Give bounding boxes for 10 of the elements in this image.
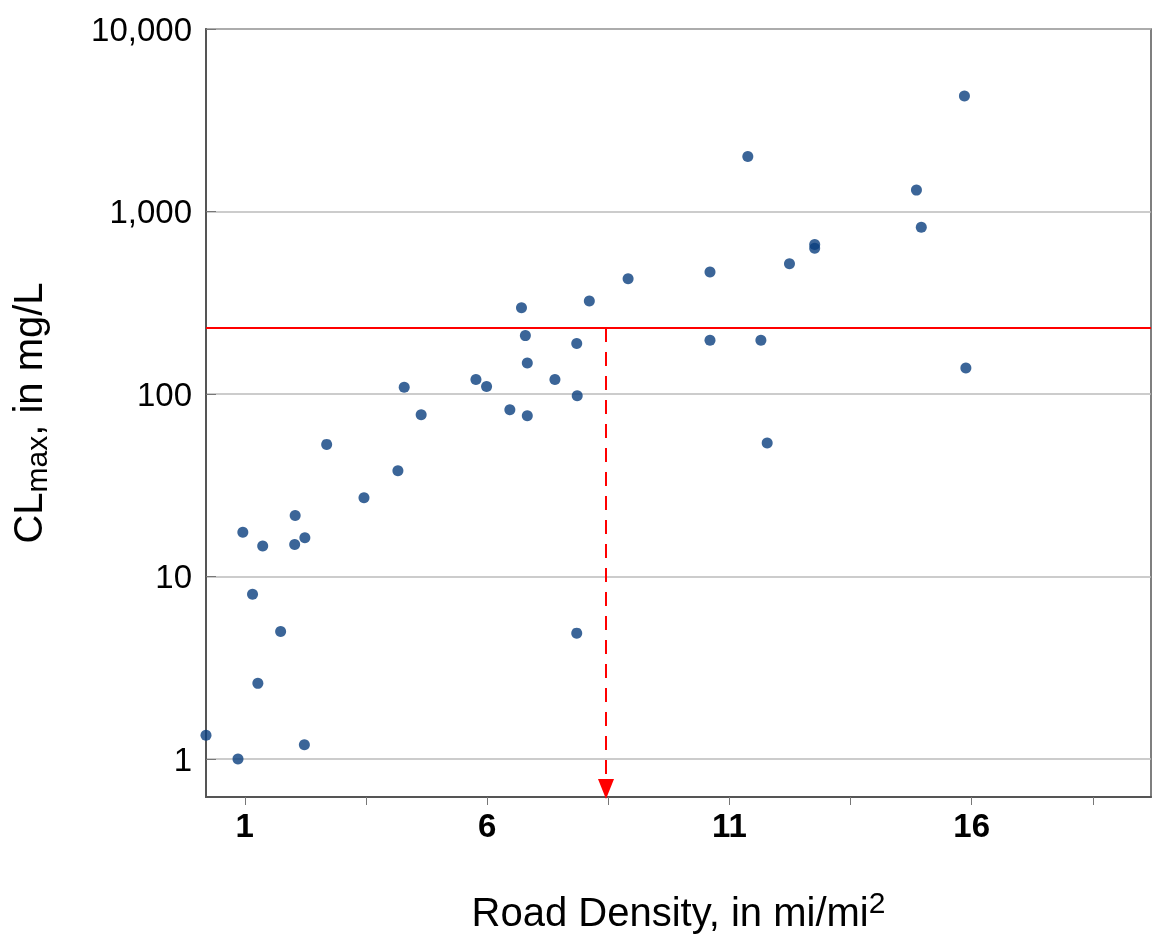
y-tick-label: 1 [173, 740, 192, 778]
x-tick-label: 6 [477, 807, 497, 844]
y-tick-label: 1,000 [109, 193, 192, 231]
y-tick-label: 10,000 [91, 10, 192, 48]
x-tick-label: 16 [953, 807, 991, 844]
x-tick-label: 1 [235, 807, 254, 844]
y-tick-label: 10 [155, 558, 192, 596]
x-tick-label: 11 [711, 807, 747, 844]
y-tick-label: 100 [136, 375, 192, 413]
y-axis-title: CLmax, in mg/L [6, 282, 53, 544]
